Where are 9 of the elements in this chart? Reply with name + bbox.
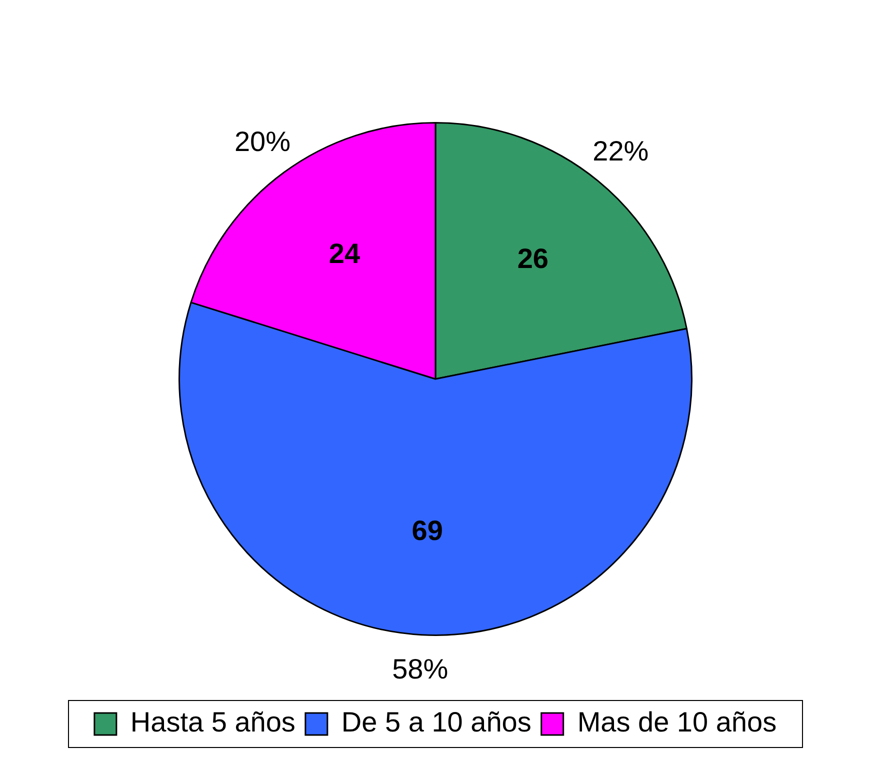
text: 20% — [234, 126, 291, 158]
legend-label: Hasta 5 años — [130, 706, 296, 738]
data-label: 69 — [412, 515, 443, 546]
data-label: 24 — [328, 238, 360, 269]
data-label: 26 — [517, 242, 548, 274]
text: 58% — [392, 654, 448, 685]
text: 22% — [592, 136, 649, 167]
legend-label: De 5 a 10 años — [341, 706, 532, 738]
legend-label: Mas de 10 años — [577, 706, 777, 738]
